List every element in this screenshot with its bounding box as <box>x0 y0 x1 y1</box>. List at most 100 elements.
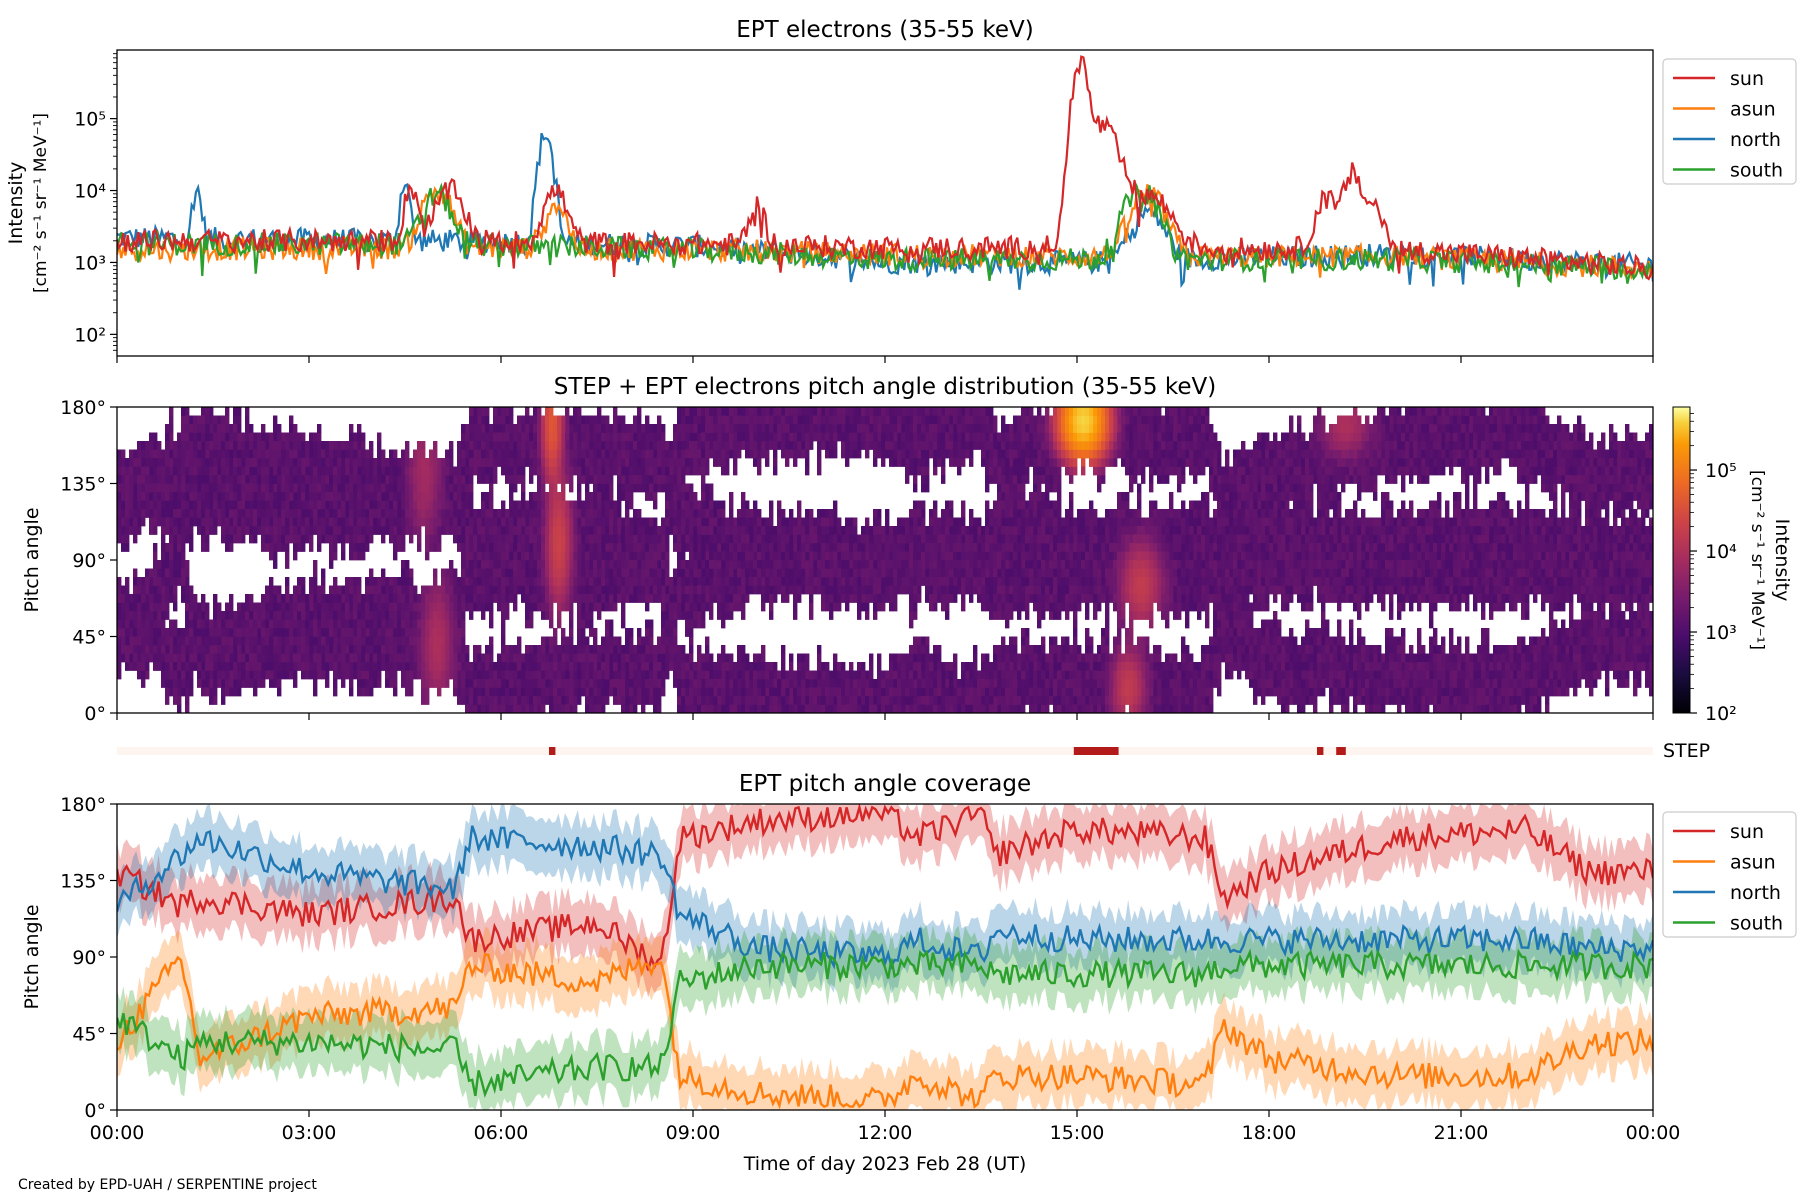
heatmap-cells <box>1077 432 1082 442</box>
heatmap-cells <box>125 407 1653 713</box>
colorbar-ticks: 10² 10³ 10⁴ 10⁵ <box>1690 413 1737 725</box>
heatmap-cells <box>1065 415 1070 425</box>
y-tick-label: 180° <box>60 397 106 419</box>
legend-label-sun: sun <box>1730 821 1764 843</box>
heatmap-cells <box>1065 441 1070 450</box>
heatmap-cells <box>1077 407 1082 416</box>
panel2-heatmap <box>117 407 1653 713</box>
coverage-band-north <box>117 804 1653 994</box>
y-tick-label: 180° <box>60 794 106 816</box>
panel1-x-ticks <box>116 356 1654 363</box>
step-label: STEP <box>1663 740 1710 762</box>
heatmap-cells <box>1081 415 1086 425</box>
heatmap-cells <box>121 407 1653 713</box>
heatmap-cells <box>1061 432 1066 442</box>
panel-pitch-distribution: STEP + EPT electrons pitch angle distrib… <box>21 374 1793 725</box>
heatmap-cells <box>1089 458 1094 467</box>
x-tick-label: 15:00 <box>1050 1122 1105 1144</box>
panel4-series <box>117 804 1653 1110</box>
colorbar-tick-label: 10² <box>1705 703 1737 725</box>
heatmap-cells <box>1073 424 1078 433</box>
heatmap-cells <box>1073 432 1078 442</box>
y-tick-label: 10⁵ <box>74 109 106 131</box>
heatmap-cells <box>1077 415 1082 425</box>
heatmap-cells <box>1069 441 1074 450</box>
heatmap-cells <box>1077 424 1082 433</box>
colorbar <box>1672 406 1691 714</box>
heatmap-cells <box>445 619 450 629</box>
heatmap-cells <box>137 407 1650 713</box>
heatmap-cells <box>1137 560 1154 595</box>
step-active-bars <box>549 747 1346 755</box>
y-tick-label: 10³ <box>74 252 106 274</box>
x-tick-label: 06:00 <box>474 1122 529 1144</box>
heatmap-cells <box>1093 424 1098 433</box>
heatmap-cells <box>557 551 562 561</box>
heatmap-cells <box>1089 424 1094 433</box>
colorbar-label-1: Intensity <box>1771 519 1793 602</box>
y-tick-label: 10² <box>74 324 106 346</box>
heatmap-cells <box>1097 407 1102 416</box>
heatmap-cells <box>545 432 550 442</box>
legend-box <box>1662 58 1797 185</box>
heatmap-cells <box>549 458 562 535</box>
y-tick-label: 10⁴ <box>74 181 106 203</box>
legend-label-asun: asun <box>1730 852 1776 874</box>
heatmap-cells <box>1109 407 1114 416</box>
heatmap-cells <box>1069 449 1074 459</box>
heatmap-cells <box>549 415 1342 688</box>
heatmap-cells <box>557 543 562 552</box>
x-tick-label: 00:00 <box>1626 1122 1681 1144</box>
heatmap-cells <box>1133 560 1138 569</box>
heatmap-cells <box>1085 415 1090 425</box>
heatmap-cells <box>1141 602 1146 612</box>
step-active-bar <box>1073 747 1119 755</box>
heatmap-cells <box>1137 551 1158 586</box>
heatmap-cells <box>1073 449 1078 459</box>
heatmap-cells <box>545 424 550 433</box>
panel1-frame <box>116 49 1654 357</box>
heatmap-cells <box>425 670 430 680</box>
legend-label-north: north <box>1730 882 1781 904</box>
heatmap-cells <box>117 407 1642 713</box>
heatmap-cells <box>1093 441 1098 450</box>
panel1-title: EPT electrons (35-55 keV) <box>736 17 1033 43</box>
panel2-ylabel: Pitch angle <box>21 507 43 612</box>
heatmap-cells <box>557 424 562 433</box>
heatmap-cells <box>1101 441 1106 450</box>
x-tick-label: 00:00 <box>90 1122 145 1144</box>
panel1-ylabel-1: Intensity <box>5 162 27 245</box>
heatmap-cells <box>1065 432 1070 442</box>
heatmap-cells <box>1105 424 1110 433</box>
panel4-y-axis: 0° 45° 90° 135° 180° <box>60 794 117 1122</box>
heatmap-cells <box>433 645 438 654</box>
panel2-title: STEP + EPT electrons pitch angle distrib… <box>554 374 1216 400</box>
heatmap-cells <box>1069 432 1082 450</box>
series-line-south <box>117 178 1653 288</box>
heatmap-cells <box>557 449 562 510</box>
heatmap-cells <box>549 449 554 459</box>
panel4-ylabel: Pitch angle <box>21 904 43 1009</box>
heatmap-cells <box>1081 449 1086 459</box>
coverage-line-sun <box>117 804 1653 971</box>
panel-step-strip: STEP <box>117 740 1710 762</box>
y-tick-label: 0° <box>84 1100 106 1122</box>
heatmap-cells <box>1089 449 1094 459</box>
step-active-bar <box>549 747 556 755</box>
colorbar-tick-label: 10³ <box>1705 622 1737 644</box>
heatmap-cells <box>1101 415 1106 425</box>
coverage-band-asun <box>117 927 1653 1110</box>
legend-label-asun: asun <box>1730 99 1776 121</box>
heatmap-cells <box>1097 432 1102 442</box>
heatmap-cells <box>1069 424 1074 433</box>
heatmap-cells <box>1069 458 1074 467</box>
x-tick-label: 09:00 <box>666 1122 721 1144</box>
heatmap-cells <box>1093 407 1098 416</box>
legend-label-south: south <box>1730 913 1783 935</box>
colorbar-tick-label: 10⁵ <box>1705 460 1737 482</box>
heatmap-cells <box>1073 441 1078 450</box>
heatmap-cells <box>1081 432 1086 442</box>
heatmap-cells <box>1089 415 1094 425</box>
coverage-band-south <box>117 924 1653 1110</box>
